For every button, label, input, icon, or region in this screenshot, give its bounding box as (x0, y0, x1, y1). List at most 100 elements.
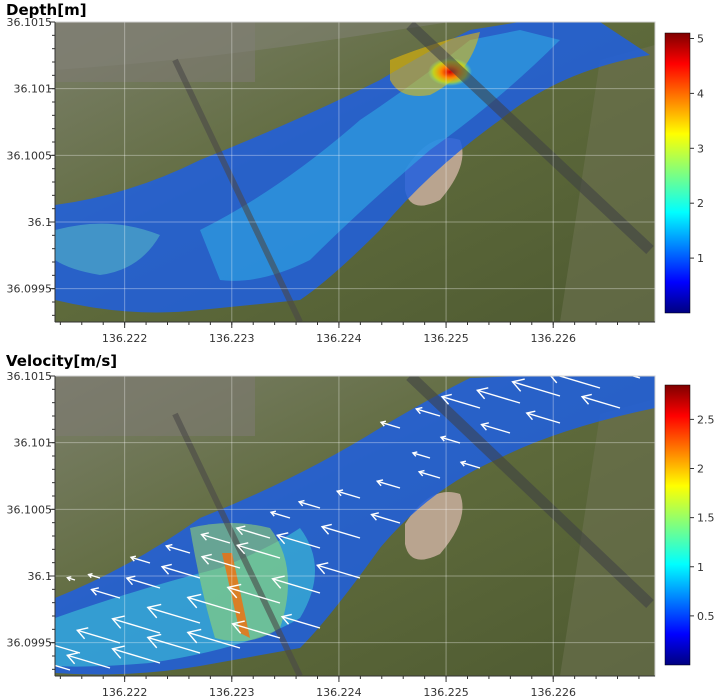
velocity-arrow (55, 664, 71, 671)
velocity-colorbar (664, 384, 691, 666)
velocity-arrow-head (146, 603, 162, 619)
velocity-arrow-head (440, 393, 452, 405)
velocity-arrow (337, 490, 361, 499)
velocity-arrow-head (525, 410, 536, 421)
depth-title: Depth[m] (6, 1, 87, 19)
velocity-arrow-head (186, 593, 202, 609)
velocity-arrow (187, 631, 241, 649)
velocity-arrow (126, 577, 161, 589)
velocity-arrow-head (271, 575, 285, 589)
velocity-arrow-head (111, 645, 125, 659)
railway-bridge (406, 22, 654, 255)
velocity-arrow (298, 501, 321, 509)
colorbar-tick-label: 3 (697, 142, 704, 155)
velocity-arrow-head (580, 393, 592, 405)
velocity-arrow-head (549, 376, 558, 384)
y-tick-label: 36.1005 (7, 149, 53, 162)
y-tick-label: 36.0995 (7, 637, 53, 650)
velocity-arrow (512, 381, 561, 397)
depth-colorbar-ticks: 1 2 3 4 5 (690, 32, 704, 265)
y-tick-label: 36.101 (14, 437, 53, 450)
velocity-arrow-head (90, 587, 99, 596)
depth-colorbar (664, 32, 691, 314)
velocity-arrow-head (125, 575, 136, 586)
farmland (560, 45, 655, 322)
velocity-arrow (77, 629, 121, 644)
x-tick-label: 136.223 (209, 686, 255, 696)
velocity-arrow (418, 471, 441, 479)
velocity-arrow-head (226, 583, 242, 599)
farmland (560, 399, 655, 676)
velocity-colorbar-ticks: 0.5 1 1.5 2 2.5 (690, 413, 715, 623)
depth-map-area (55, 22, 655, 322)
x-tick-label: 136.224 (316, 686, 362, 696)
x-tick-label: 136.224 (316, 332, 362, 345)
colorbar-tick-label: 0.5 (697, 610, 715, 623)
velocity-axes: 136.222 136.223 136.224 136.225 136.226 36.09… (7, 370, 655, 696)
velocity-arrow-head (186, 628, 202, 644)
velocity-arrow (166, 545, 191, 554)
velocity-arrow (227, 586, 281, 604)
velocity-arrow-head (511, 378, 525, 392)
velocity-arrow (416, 408, 441, 417)
velocity-arrow (371, 513, 401, 524)
velocity-arrow (630, 376, 641, 379)
velocity-arrow-head (235, 525, 246, 536)
velocity-arrow (441, 396, 481, 409)
velocity-chart: 136.222 136.223 136.224 136.225 136.226 36.09… (7, 370, 715, 696)
velocity-arrow (112, 648, 161, 664)
velocity-arrow-head (269, 510, 277, 517)
velocity-arrow (112, 618, 161, 634)
velocity-arrow-head (320, 523, 332, 535)
velocity-arrow-head (417, 469, 425, 477)
velocity-arrow (477, 389, 521, 404)
x-tick-label: 136.226 (530, 332, 576, 345)
velocity-arrow-head (42, 660, 49, 667)
velocity-arrow-head (411, 451, 418, 457)
velocity-arrow-head (111, 615, 125, 629)
sandbar (405, 492, 463, 560)
velocity-arrow (412, 452, 431, 459)
velocity-arrow (147, 636, 201, 654)
velocity-arrow (317, 564, 361, 579)
x-tick-label: 136.222 (102, 686, 148, 696)
velocity-arrow (236, 527, 271, 539)
y-tick-label: 36.1015 (7, 16, 53, 29)
velocity-arrow (232, 623, 281, 639)
town-area (55, 376, 255, 436)
velocity-arrow (55, 644, 81, 654)
velocity-arrow (526, 412, 561, 424)
colorbar-tick-label: 5 (697, 32, 704, 45)
velocity-arrow (67, 654, 111, 669)
colorbar-tick-label: 2 (697, 463, 704, 476)
velocity-vectors (42, 376, 641, 671)
velocity-arrow-head (315, 562, 329, 575)
velocity-arrow (130, 556, 151, 564)
railway-track (172, 58, 303, 322)
depth-chart: 136.222 136.223 136.224 136.225 136.226 36.09… (7, 16, 705, 345)
velocity-arrow-head (231, 620, 245, 634)
colorbar-tick-label: 1 (697, 561, 704, 574)
velocity-arrow-head (200, 532, 209, 541)
velocity-arrow-head (66, 576, 72, 582)
velocity-arrow (277, 534, 321, 549)
y-tick-label: 36.101 (14, 83, 53, 96)
velocity-arrow-head (164, 543, 173, 552)
velocity-arrow (460, 461, 481, 469)
velocity-arrow (91, 588, 121, 599)
velocity-arrow (201, 556, 241, 569)
velocity-arrow (237, 544, 281, 559)
velocity-arrow (281, 616, 321, 629)
velocity-arrow-head (475, 387, 489, 400)
velocity-arrow-head (235, 542, 249, 555)
y-tick-label: 36.1015 (7, 370, 53, 383)
x-tick-label: 136.225 (423, 332, 469, 345)
y-tick-label: 36.0995 (7, 283, 53, 296)
velocity-arrow-head (414, 406, 423, 415)
y-tick-label: 36.1005 (7, 503, 53, 516)
velocity-arrow (187, 596, 241, 614)
colorbar-tick-label: 1.5 (697, 512, 715, 525)
x-tick-label: 136.225 (423, 686, 469, 696)
velocity-arrow (161, 566, 201, 579)
velocity-arrow-head (370, 512, 379, 521)
